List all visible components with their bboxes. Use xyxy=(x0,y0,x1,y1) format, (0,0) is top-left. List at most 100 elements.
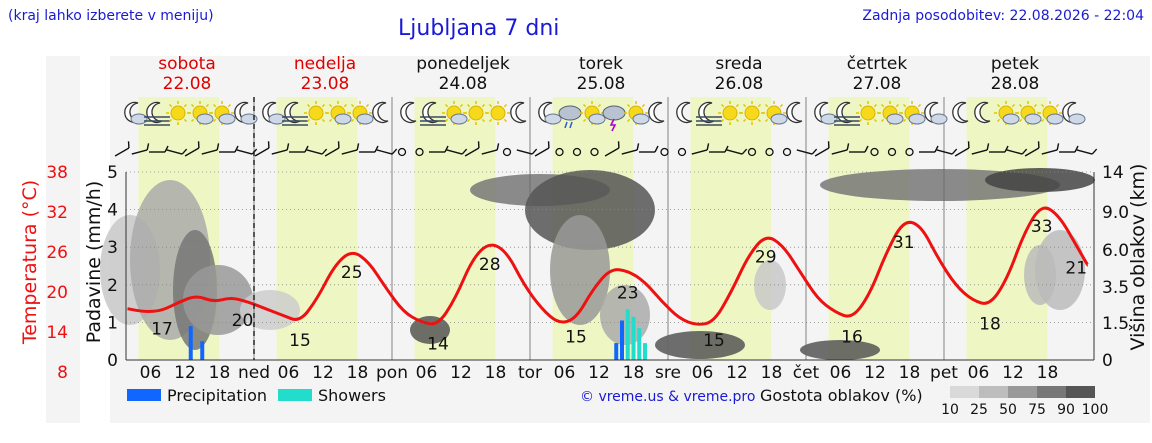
moon-icon xyxy=(648,101,665,124)
temperature-tick-label: 8 xyxy=(57,363,68,383)
barb-flag xyxy=(234,145,239,153)
moon-cloud-icon xyxy=(814,101,838,125)
day-name: četrtek xyxy=(847,54,908,74)
density-swatch xyxy=(1066,386,1095,398)
barb-flag xyxy=(636,143,640,151)
moon-shape xyxy=(676,101,693,124)
wind-calm xyxy=(905,147,914,157)
wind-barb xyxy=(184,141,200,157)
barb-shaft xyxy=(726,149,743,155)
sun-icon xyxy=(304,101,328,125)
time-tick-label: 12 xyxy=(174,363,196,383)
sun-ray xyxy=(742,118,747,123)
day-date: 25.08 xyxy=(577,74,626,94)
cloud-shape xyxy=(196,113,214,125)
moon-icon xyxy=(952,101,969,124)
cloud-shape xyxy=(908,113,926,125)
region-hint[interactable]: (kraj lahko izberete v meniju) xyxy=(8,8,214,24)
moon-icon xyxy=(372,101,389,124)
barb-flag xyxy=(986,143,990,151)
wind-barb xyxy=(814,141,830,157)
barb-shaft xyxy=(271,149,288,155)
day-name: ponedeljek xyxy=(416,54,510,74)
precipitation-axis-title: Padavine (mm/h) xyxy=(83,181,105,344)
wind-calm xyxy=(397,147,407,157)
barb-shaft xyxy=(306,149,323,155)
temperature-labels: 17 20 15 25 14 28 15 23 15 29 16 31 18 33 21 xyxy=(151,217,1087,354)
precipitation-bar xyxy=(620,320,624,360)
sun-ray xyxy=(1018,103,1023,108)
wind-barb xyxy=(971,143,990,155)
time-tick-label: 18 xyxy=(623,363,645,383)
moon-icon xyxy=(676,101,693,124)
wind-calm xyxy=(782,147,792,157)
temperature-value-label: 25 xyxy=(341,263,363,283)
cloud-shape xyxy=(588,113,606,125)
moon-cloud-icon xyxy=(924,101,948,125)
moon-fog-icon xyxy=(144,101,170,126)
barb-flag xyxy=(724,145,729,153)
sun-ray xyxy=(444,103,449,108)
sun-disc xyxy=(170,105,186,121)
sun-ray xyxy=(902,103,907,108)
time-tick-label: 18 xyxy=(899,363,921,383)
density-swatch xyxy=(1008,386,1037,398)
sun-ray xyxy=(582,118,587,123)
wind-barb xyxy=(201,143,220,155)
precip-tick-label: 1 xyxy=(107,313,118,333)
sun-ray xyxy=(858,118,863,123)
time-tick-label: 18 xyxy=(761,363,783,383)
barb-shaft xyxy=(446,149,463,155)
barb-flag xyxy=(741,148,748,155)
wind-barb xyxy=(1076,148,1098,155)
wind-barb xyxy=(289,145,309,153)
temperature-value-label: 17 xyxy=(151,320,173,340)
cloud-shape xyxy=(1002,113,1020,125)
cloud-shape xyxy=(334,113,352,125)
sun-cloud-icon xyxy=(994,101,1020,125)
wind-barb xyxy=(271,143,290,155)
day-date: 22.08 xyxy=(163,74,212,94)
moon-shape xyxy=(952,101,969,124)
credit-link[interactable]: © vreme.us & vreme.pro xyxy=(580,389,755,405)
day-name: sreda xyxy=(715,54,762,74)
density-tick-label: 90 xyxy=(1057,402,1075,418)
cloud-height-tick-label: 0 xyxy=(1102,351,1113,371)
barb-shaft xyxy=(691,149,708,155)
time-tick-label: 06 xyxy=(416,363,438,383)
moon-cloud-icon xyxy=(1062,101,1086,125)
cloud-height-tick-label: 9.0 xyxy=(1102,203,1129,223)
wind-barb xyxy=(936,148,958,155)
sun-ray xyxy=(720,118,725,123)
time-tick-label: 06 xyxy=(278,363,300,383)
barb-shaft xyxy=(604,147,620,157)
cloud-blob xyxy=(655,331,745,359)
wind-calm xyxy=(677,147,687,157)
temperature-tick-label: 32 xyxy=(46,203,68,223)
barb-shaft xyxy=(376,149,393,155)
wind-calm xyxy=(590,147,599,157)
day-date: 23.08 xyxy=(301,74,350,94)
density-swatch xyxy=(950,386,979,398)
barb-flag xyxy=(127,141,130,149)
rain-drop xyxy=(564,121,568,129)
time-tick-label: čet xyxy=(793,363,820,383)
wind-barb xyxy=(429,145,449,153)
sun-ray xyxy=(350,118,355,123)
day-date: 28.08 xyxy=(991,74,1040,94)
density-tick-label: 75 xyxy=(1028,402,1046,418)
sun-ray xyxy=(190,118,195,123)
rain-drop xyxy=(569,121,573,129)
weather-icons-row xyxy=(124,101,1086,132)
moon-fog-icon xyxy=(282,101,308,126)
sun-ray xyxy=(764,103,769,108)
cloud-density-scale: 10 25 50 75 90 100 xyxy=(941,386,1108,418)
day-name: torek xyxy=(579,54,623,74)
barb-flag xyxy=(164,145,169,153)
wind-calm xyxy=(765,147,774,157)
barb-shaft xyxy=(954,147,970,157)
sun-ray xyxy=(466,103,471,108)
